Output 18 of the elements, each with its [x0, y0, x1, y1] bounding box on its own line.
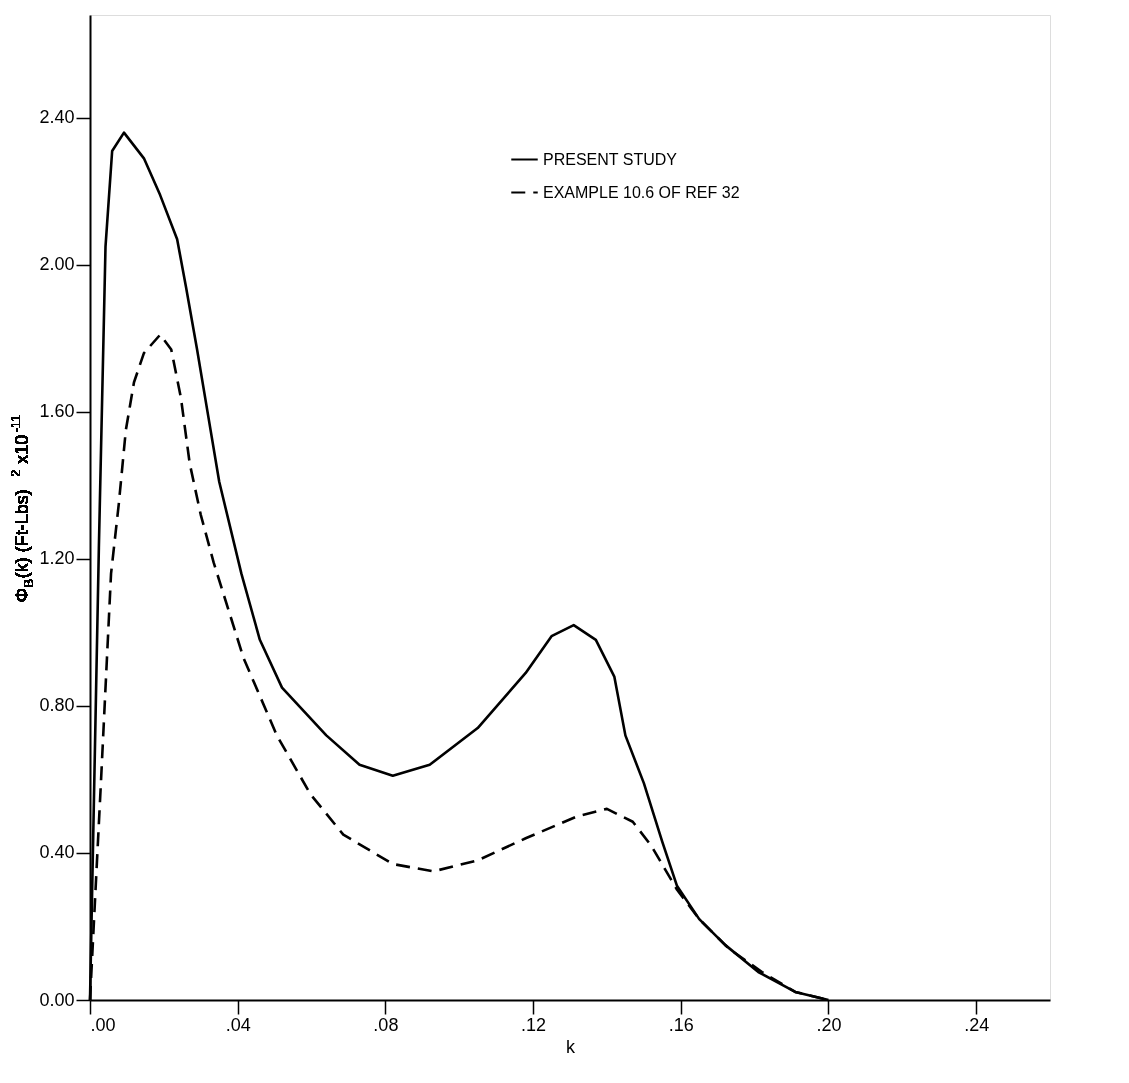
x-tick-label: .20	[816, 1014, 842, 1035]
x-tick-label: .00	[90, 1014, 116, 1035]
y-tick-label: 2.00	[39, 254, 75, 275]
legend-label: PRESENT STUDY	[543, 150, 678, 168]
y-axis-title: ΦB(k) (Ft-Lbs)2 x10-11	[9, 415, 36, 603]
y-tick-label: 0.40	[39, 842, 75, 863]
x-tick-label: .16	[668, 1014, 694, 1035]
y-tick-label: 0.00	[39, 989, 75, 1010]
y-tick-label: 1.60	[39, 401, 75, 422]
x-tick-label: .04	[225, 1014, 251, 1035]
y-tick-label: 0.80	[39, 695, 75, 716]
legend-label: EXAMPLE 10.6 OF REF 32	[543, 183, 740, 201]
y-tick-label: 2.40	[39, 107, 75, 128]
x-axis-title: k	[566, 1036, 576, 1057]
x-tick-label: .24	[964, 1014, 990, 1035]
x-tick-label: .08	[373, 1014, 399, 1035]
x-tick-label: .12	[521, 1014, 547, 1035]
y-tick-label: 1.20	[39, 548, 75, 569]
